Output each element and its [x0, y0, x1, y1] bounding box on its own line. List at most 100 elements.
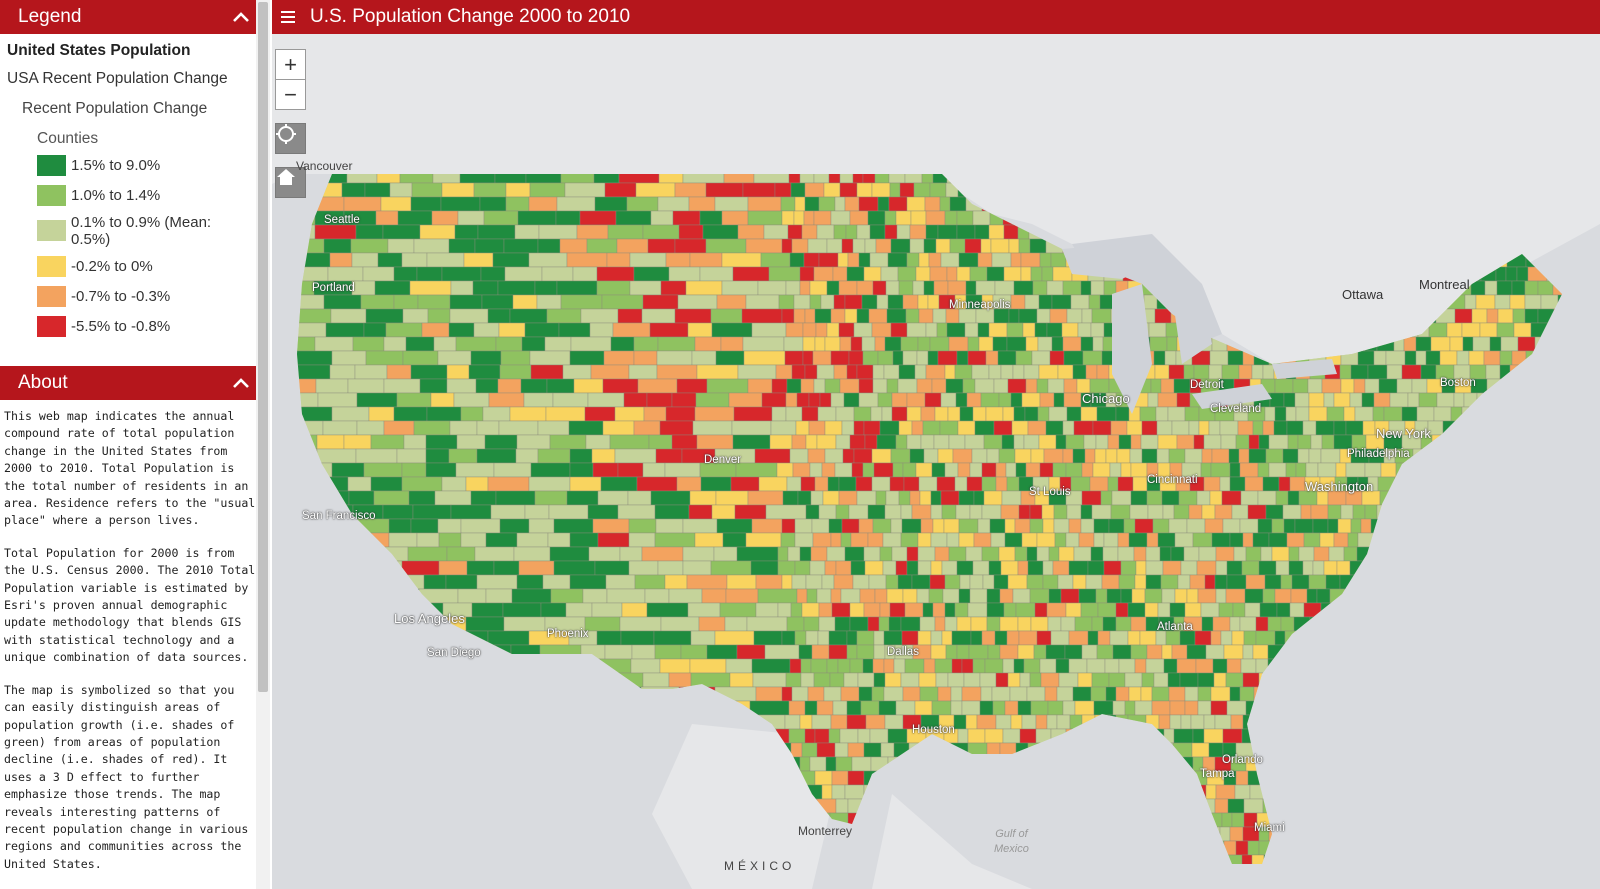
county-polygon[interactable] — [1008, 308, 1020, 324]
county-polygon[interactable] — [500, 350, 531, 366]
county-polygon[interactable] — [1333, 434, 1353, 450]
county-polygon[interactable] — [588, 546, 621, 562]
county-polygon[interactable] — [804, 364, 818, 380]
county-polygon[interactable] — [831, 770, 849, 786]
county-polygon[interactable] — [736, 546, 779, 562]
county-polygon[interactable] — [906, 322, 927, 338]
county-polygon[interactable] — [1265, 448, 1284, 464]
county-polygon[interactable] — [1012, 364, 1025, 380]
county-polygon[interactable] — [869, 728, 889, 744]
county-polygon[interactable] — [781, 210, 795, 226]
county-polygon[interactable] — [609, 434, 650, 450]
county-polygon[interactable] — [1239, 616, 1257, 632]
county-polygon[interactable] — [536, 294, 562, 310]
county-polygon[interactable] — [383, 420, 415, 436]
county-polygon[interactable] — [1238, 448, 1250, 464]
county-polygon[interactable] — [1128, 532, 1148, 548]
county-polygon[interactable] — [1001, 490, 1022, 506]
county-polygon[interactable] — [1102, 616, 1117, 632]
county-polygon[interactable] — [1054, 532, 1067, 548]
county-polygon[interactable] — [906, 406, 922, 422]
county-polygon[interactable] — [1205, 784, 1217, 800]
county-polygon[interactable] — [999, 644, 1019, 660]
county-polygon[interactable] — [457, 210, 485, 226]
county-polygon[interactable] — [517, 210, 557, 226]
county-polygon[interactable] — [565, 602, 593, 618]
county-polygon[interactable] — [873, 630, 885, 646]
county-polygon[interactable] — [935, 238, 951, 254]
county-polygon[interactable] — [929, 266, 948, 282]
county-polygon[interactable] — [1007, 574, 1028, 590]
county-polygon[interactable] — [1512, 308, 1526, 324]
county-polygon[interactable] — [1364, 504, 1378, 520]
county-polygon[interactable] — [678, 224, 704, 240]
county-polygon[interactable] — [879, 420, 900, 436]
county-polygon[interactable] — [710, 308, 743, 324]
county-polygon[interactable] — [1007, 378, 1027, 394]
county-polygon[interactable] — [347, 378, 385, 394]
county-polygon[interactable] — [1144, 602, 1159, 618]
county-polygon[interactable] — [984, 728, 1004, 744]
county-polygon[interactable] — [498, 322, 526, 338]
county-polygon[interactable] — [529, 182, 566, 198]
county-polygon[interactable] — [421, 322, 450, 338]
county-polygon[interactable] — [1150, 378, 1162, 394]
county-polygon[interactable] — [1222, 518, 1241, 534]
county-polygon[interactable] — [850, 532, 869, 548]
county-polygon[interactable] — [559, 238, 588, 254]
county-polygon[interactable] — [808, 420, 826, 436]
county-polygon[interactable] — [515, 448, 539, 464]
county-polygon[interactable] — [934, 616, 946, 632]
county-polygon[interactable] — [788, 700, 806, 716]
county-polygon[interactable] — [671, 434, 698, 450]
county-polygon[interactable] — [1173, 378, 1191, 394]
county-polygon[interactable] — [906, 252, 920, 268]
county-polygon[interactable] — [1283, 518, 1296, 534]
county-polygon[interactable] — [1495, 266, 1507, 282]
county-polygon[interactable] — [1208, 364, 1223, 380]
county-polygon[interactable] — [846, 364, 858, 380]
county-polygon[interactable] — [1083, 434, 1097, 450]
hamburger-menu-icon[interactable] — [274, 0, 302, 34]
county-polygon[interactable] — [1037, 336, 1053, 352]
county-polygon[interactable] — [1052, 462, 1067, 478]
county-polygon[interactable] — [1291, 574, 1310, 590]
county-polygon[interactable] — [754, 448, 791, 464]
county-polygon[interactable] — [1080, 406, 1098, 422]
county-polygon[interactable] — [1157, 434, 1178, 450]
county-polygon[interactable] — [1282, 448, 1299, 464]
county-polygon[interactable] — [818, 252, 839, 268]
county-polygon[interactable] — [1146, 644, 1163, 660]
county-polygon[interactable] — [911, 420, 924, 436]
zoom-out-button[interactable]: − — [275, 79, 306, 110]
county-polygon[interactable] — [971, 364, 990, 380]
county-polygon[interactable] — [934, 406, 949, 422]
county-polygon[interactable] — [1078, 588, 1097, 604]
county-polygon[interactable] — [1240, 490, 1259, 506]
county-polygon[interactable] — [1497, 308, 1514, 324]
county-polygon[interactable] — [1080, 504, 1093, 520]
county-polygon[interactable] — [986, 602, 1005, 618]
county-polygon[interactable] — [823, 686, 842, 702]
county-polygon[interactable] — [1107, 476, 1119, 492]
county-polygon[interactable] — [877, 196, 890, 212]
county-polygon[interactable] — [1243, 798, 1264, 814]
county-polygon[interactable] — [1147, 504, 1164, 520]
county-polygon[interactable] — [884, 714, 904, 730]
county-polygon[interactable] — [855, 476, 873, 492]
county-polygon[interactable] — [388, 532, 418, 548]
county-polygon[interactable] — [973, 490, 985, 506]
county-polygon[interactable] — [904, 658, 925, 674]
county-polygon[interactable] — [1209, 490, 1223, 506]
county-polygon[interactable] — [1157, 532, 1176, 548]
county-polygon[interactable] — [1146, 490, 1163, 506]
county-polygon[interactable] — [631, 644, 656, 660]
county-polygon[interactable] — [918, 476, 938, 492]
county-polygon[interactable] — [1274, 630, 1286, 646]
county-polygon[interactable] — [833, 294, 846, 310]
county-polygon[interactable] — [925, 322, 938, 338]
county-polygon[interactable] — [1300, 504, 1312, 520]
county-polygon[interactable] — [833, 574, 854, 590]
county-polygon[interactable] — [872, 280, 887, 296]
county-polygon[interactable] — [569, 462, 594, 478]
